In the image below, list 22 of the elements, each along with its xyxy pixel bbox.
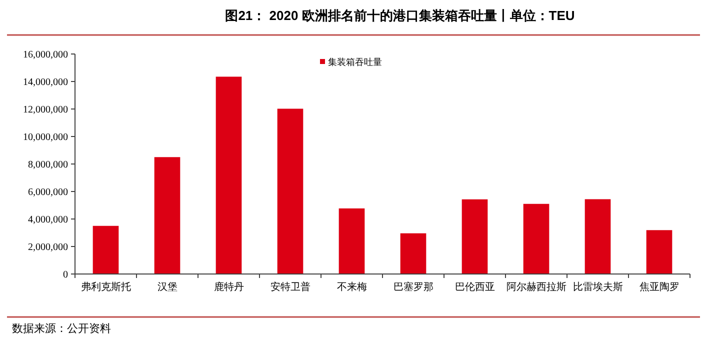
y-tick-label: 4,000,000 [28, 214, 68, 226]
y-tick-label: 16,000,000 [23, 50, 68, 60]
y-tick-label: 12,000,000 [23, 104, 68, 116]
y-tick-label: 8,000,000 [28, 160, 68, 170]
legend-label: 集装箱吞吐量 [328, 57, 382, 67]
x-tick-label: 弗利克斯托 [80, 281, 131, 293]
x-tick-label: 阿尔赫西拉斯 [506, 281, 566, 293]
chart-title: 图21： 2020 欧洲排名前十的港口集装箱吞吐量丨单位：TEU [225, 8, 575, 23]
y-tick-label: 14,000,000 [23, 77, 68, 88]
x-tick-label: 安特卫普 [270, 281, 310, 293]
x-tick-label: 汉堡 [157, 281, 178, 293]
x-tick-label: 巴伦西亚 [454, 281, 495, 293]
x-tick-label: 比雷埃夫斯 [572, 281, 623, 293]
x-tick-label: 鹿特丹 [214, 281, 244, 293]
y-tick-label: 0 [63, 270, 68, 280]
y-tick-label: 2,000,000 [28, 242, 68, 253]
y-tick-label: 6,000,000 [28, 187, 68, 198]
x-tick-label: 不来梅 [336, 281, 367, 293]
source-note: 数据来源：公开资料 [12, 322, 111, 335]
y-tick-label: 10,000,000 [23, 132, 68, 143]
x-tick-label: 巴塞罗那 [393, 281, 434, 293]
x-tick-label: 焦亚陶罗 [639, 281, 680, 293]
